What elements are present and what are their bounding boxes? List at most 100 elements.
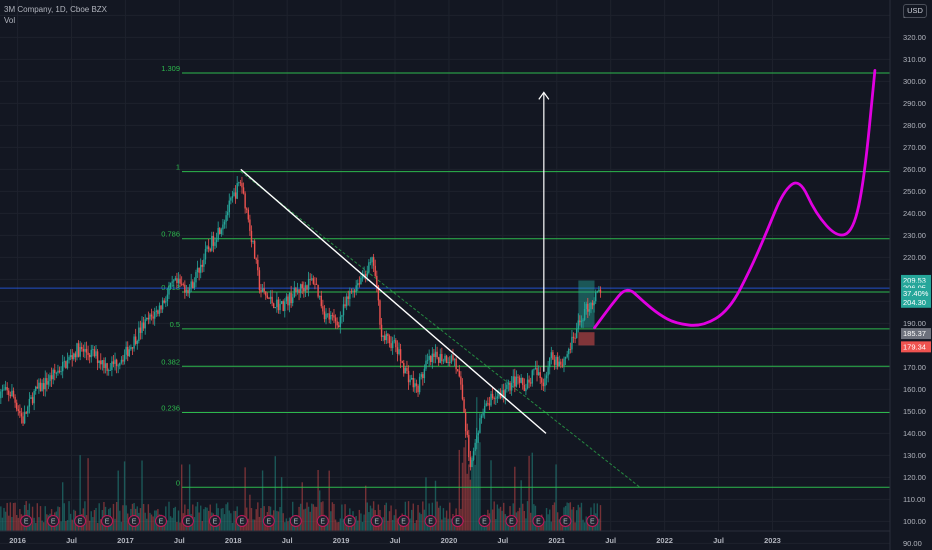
earnings-marker xyxy=(478,515,491,527)
volume-bar xyxy=(326,521,329,531)
candle xyxy=(434,351,437,358)
price-tick-label: 220.00 xyxy=(903,253,926,262)
candle xyxy=(529,382,532,384)
volume-bar xyxy=(88,520,91,531)
candle xyxy=(401,361,403,364)
volume-bar xyxy=(499,506,502,531)
candle xyxy=(47,381,50,385)
candle xyxy=(292,297,294,304)
candle xyxy=(226,212,229,216)
volume-bar xyxy=(195,506,197,531)
volume-bar xyxy=(387,520,389,531)
volume-bar xyxy=(334,519,337,531)
candle xyxy=(501,390,503,399)
candle xyxy=(103,360,105,368)
candle xyxy=(93,349,96,357)
drawings[interactable] xyxy=(240,69,877,434)
earnings-marker xyxy=(101,515,114,527)
volume-bar xyxy=(68,501,70,531)
volume-bar xyxy=(96,522,99,531)
volume-bar xyxy=(279,507,281,531)
volume-bar xyxy=(261,470,264,531)
candle xyxy=(106,363,108,371)
volume-bar xyxy=(422,501,424,531)
earnings-marker-label: E xyxy=(240,519,245,526)
candle xyxy=(168,288,170,295)
candle xyxy=(452,355,454,360)
candle xyxy=(149,314,151,320)
price-badge-label: 209.53 xyxy=(903,276,926,285)
volume-bar xyxy=(115,501,118,531)
candle xyxy=(485,403,487,406)
candle xyxy=(58,370,61,372)
candle xyxy=(547,367,549,376)
time-axis[interactable]: 2016 Jul 2017 Jul 2018 Jul 2019 Jul 2020 Jul 2021 J… xyxy=(9,536,781,545)
volume-bar xyxy=(411,509,413,531)
volume-bar xyxy=(580,502,583,531)
volume-bar xyxy=(207,510,210,531)
earnings-marker-label: E xyxy=(347,519,352,526)
candle xyxy=(352,290,354,292)
candle xyxy=(207,246,210,250)
volume-bar xyxy=(168,501,170,531)
candle xyxy=(320,295,322,307)
candle xyxy=(345,296,348,307)
volume-bar xyxy=(587,522,589,531)
candle xyxy=(384,335,386,341)
earnings-marker-label: E xyxy=(132,519,137,526)
candle xyxy=(566,354,568,357)
candle xyxy=(236,183,238,199)
candle xyxy=(588,309,591,312)
candle xyxy=(255,258,257,260)
earnings-marker-label: E xyxy=(482,519,487,526)
candle xyxy=(77,343,80,357)
volume-bar xyxy=(472,451,475,531)
candle xyxy=(474,442,476,452)
candle xyxy=(100,360,102,365)
candle xyxy=(376,275,378,286)
volume-bar xyxy=(437,507,440,531)
currency-badge[interactable]: USD xyxy=(903,4,927,18)
volume-bar xyxy=(46,514,48,531)
candle xyxy=(114,359,116,364)
candle xyxy=(342,304,345,316)
candle xyxy=(415,383,418,386)
candle xyxy=(453,358,456,360)
candle xyxy=(39,382,42,392)
candle xyxy=(309,278,311,280)
volume-bar xyxy=(9,502,12,531)
candle xyxy=(349,291,351,299)
price-tick-label: 190.00 xyxy=(903,319,926,328)
volume-bar xyxy=(265,522,267,531)
candle xyxy=(209,249,211,251)
candle xyxy=(261,288,264,293)
volume-bar xyxy=(312,504,315,531)
candle xyxy=(326,313,329,315)
candle xyxy=(122,359,124,362)
candle xyxy=(387,334,389,337)
candle xyxy=(258,270,261,291)
volume-bar xyxy=(396,518,399,531)
volume-bar xyxy=(280,477,283,531)
position-band xyxy=(578,332,595,346)
volume-bar xyxy=(169,516,172,531)
earnings-marker xyxy=(451,515,464,527)
volume-bar xyxy=(498,508,500,531)
volume-bar xyxy=(62,482,64,531)
price-tick-label: 270.00 xyxy=(903,143,926,152)
volume-bar xyxy=(69,513,72,531)
candle xyxy=(23,412,26,424)
candle xyxy=(138,327,140,342)
candle xyxy=(57,370,59,373)
candle xyxy=(90,349,92,358)
volume-bar xyxy=(542,520,545,531)
volume-bar xyxy=(364,485,367,531)
candle xyxy=(587,303,589,312)
candle xyxy=(556,356,559,367)
candle xyxy=(298,289,300,294)
volume-bar xyxy=(553,502,556,531)
candle xyxy=(252,240,254,243)
